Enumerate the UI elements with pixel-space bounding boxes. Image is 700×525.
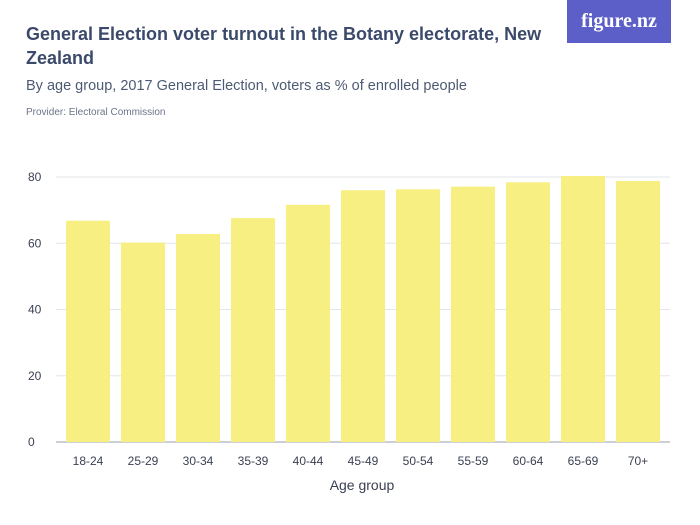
- x-tick-label: 50-54: [403, 454, 434, 468]
- bars: [66, 176, 660, 443]
- bar[interactable]: [66, 220, 110, 442]
- figure-nz-logo[interactable]: figure.nz: [567, 0, 671, 43]
- y-tick-label: 0: [28, 435, 35, 449]
- bar[interactable]: [451, 186, 495, 442]
- provider-note: Provider: Electoral Commission: [26, 107, 166, 118]
- y-tick-label: 20: [28, 369, 42, 383]
- bar[interactable]: [506, 182, 550, 443]
- x-tick-label: 55-59: [458, 454, 489, 468]
- x-tick-label: 45-49: [348, 454, 379, 468]
- x-tick-label: 25-29: [128, 454, 159, 468]
- x-tick-label: 35-39: [238, 454, 269, 468]
- x-tick-label: 18-24: [73, 454, 104, 468]
- bar[interactable]: [341, 190, 385, 442]
- bar[interactable]: [231, 218, 275, 442]
- y-tick-labels: 0 20 40 60 80: [28, 170, 42, 449]
- y-tick-label: 80: [28, 170, 42, 184]
- bar[interactable]: [286, 204, 330, 442]
- bar[interactable]: [561, 176, 605, 442]
- x-tick-label: 40-44: [293, 454, 324, 468]
- x-tick-labels: 18-24 25-29 30-34 35-39 40-44 45-49 50-54 55-59…: [73, 454, 649, 468]
- x-tick-label: 30-34: [183, 454, 214, 468]
- bar[interactable]: [176, 233, 220, 442]
- bar[interactable]: [616, 180, 660, 442]
- bar[interactable]: [121, 242, 165, 442]
- x-tick-label: 70+: [628, 454, 648, 468]
- x-tick-label: 65-69: [568, 454, 599, 468]
- x-axis-label: Age group: [330, 477, 395, 493]
- y-tick-label: 40: [28, 303, 42, 317]
- bar[interactable]: [396, 189, 440, 442]
- x-tick-label: 60-64: [513, 454, 544, 468]
- chart-title: General Election voter turnout in the Bo…: [26, 24, 542, 68]
- chart-subtitle: By age group, 2017 General Election, vot…: [26, 78, 467, 94]
- y-tick-label: 60: [28, 236, 42, 250]
